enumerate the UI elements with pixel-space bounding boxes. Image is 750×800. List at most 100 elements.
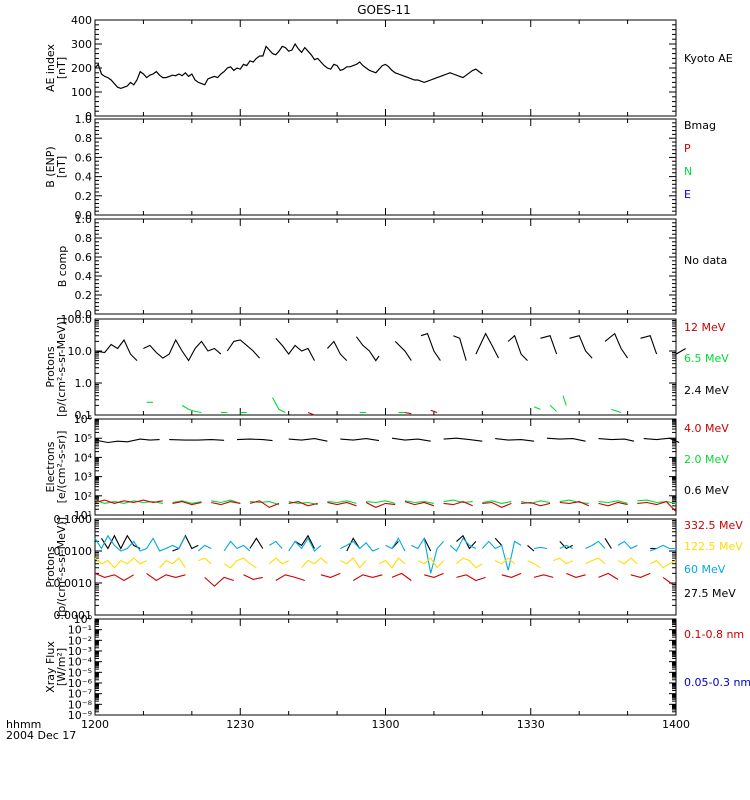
y-axis-label: [e/(cm²-s-sr)] <box>55 431 68 504</box>
series-segment <box>320 572 341 578</box>
series-segment <box>159 557 186 569</box>
series-segment <box>559 499 589 504</box>
x-tick-label: 1400 <box>662 718 690 731</box>
series-segment <box>598 438 635 442</box>
series-segment <box>495 438 535 442</box>
series-segment <box>494 557 515 565</box>
series-segment <box>598 501 628 507</box>
series-segment <box>391 572 412 581</box>
y-tick-label: 0.0 <box>75 308 93 321</box>
bfield-panel: 0.0 0.2 0.4 0.6 0.8 1.0 B (ENP)[nT] Bmag PNE <box>44 113 716 222</box>
y-axis-label: [W/m²] <box>55 648 68 686</box>
panel-frame <box>94 218 677 315</box>
series-segment <box>637 500 677 512</box>
series-6.5-mev <box>146 395 622 414</box>
series-segment <box>494 537 503 546</box>
series-332.5-mev <box>94 572 674 587</box>
legend-entry: 60 MeV <box>684 563 726 576</box>
y-tick-label: 0.6 <box>75 251 93 264</box>
y-tick-label: 10⁻¹ <box>68 624 92 637</box>
y-tick-label: 10⁻⁶ <box>68 677 93 690</box>
legend-entry: 27.5 MeV <box>684 587 736 600</box>
series-segment <box>288 438 328 442</box>
series-segment <box>604 332 629 359</box>
series-segment <box>340 438 380 442</box>
y-tick-label: 10¹ <box>74 509 92 522</box>
series-segment <box>662 576 674 585</box>
panel-frame <box>94 19 677 117</box>
series-segment <box>94 499 163 504</box>
y-tick-label: 0.8 <box>75 132 93 145</box>
y-axis-label: B (ENP) <box>44 146 57 187</box>
series-segment <box>94 534 186 552</box>
y-tick-label: 10⁻² <box>68 634 92 647</box>
y-tick-label: 10⁻⁴ <box>68 656 93 669</box>
series-segment <box>346 537 361 552</box>
y-axis-label: AE index <box>44 43 57 92</box>
series-segment <box>611 408 622 414</box>
series-segment <box>482 500 512 504</box>
series-segment <box>172 500 202 504</box>
series-segment <box>327 500 357 504</box>
series-segment <box>481 540 522 571</box>
series-segment <box>527 544 535 552</box>
series-segment <box>527 560 541 569</box>
series-segment <box>275 574 305 582</box>
series-segment <box>549 404 557 412</box>
series-segment <box>340 540 380 552</box>
series-segment <box>404 500 435 504</box>
series-segment <box>404 411 412 415</box>
series-segment <box>443 437 483 442</box>
series-segment <box>453 335 467 361</box>
series-segment <box>456 574 486 582</box>
y-tick-label: 10⁴ <box>74 451 93 464</box>
legend-entry: P <box>684 142 691 155</box>
y-tick-label: 1.0 <box>75 213 93 226</box>
y-tick-label: 0 <box>85 110 92 123</box>
y-tick-label: 10⁻⁸ <box>68 698 93 711</box>
series-segment <box>94 557 147 569</box>
series-segment <box>649 544 676 552</box>
series-segment <box>172 534 199 552</box>
series-segment <box>268 557 289 565</box>
y-tick-label: 0.0010 <box>54 577 93 590</box>
y-tick-label: 300 <box>71 38 92 51</box>
series-segment <box>223 557 257 569</box>
series-segment <box>146 572 186 582</box>
legend-entry: 0.1-0.8 nm <box>684 628 744 641</box>
series-segment <box>340 557 367 569</box>
series-segment <box>197 544 212 552</box>
x-tick-label: 1200 <box>81 718 109 731</box>
y-tick-label: 10⁵ <box>74 432 92 445</box>
y-axis-label: B comp <box>56 246 69 288</box>
time-label: hhmm <box>6 718 41 731</box>
series-segment <box>507 334 528 361</box>
series-segment <box>546 437 586 442</box>
series-12-mev <box>307 409 438 416</box>
y-tick-label: 0.1 <box>75 409 93 422</box>
legend-entry: 2.4 MeV <box>684 384 729 397</box>
series-segment <box>169 439 225 441</box>
series-segment <box>378 557 406 569</box>
series-segment <box>566 572 586 578</box>
series-segment <box>569 335 593 359</box>
series-segment <box>404 501 435 507</box>
series-segment <box>94 572 134 582</box>
series-segment <box>181 404 202 414</box>
y-axis-label: Protons <box>44 546 57 587</box>
series-segment <box>643 437 680 444</box>
electrons-panel: 10¹ 10² 10³ 10⁴ 10⁵ 10⁶ Electrons[e/(cm²-s-sr)… <box>44 413 729 522</box>
y-tick-label: 400 <box>71 14 92 27</box>
series-segment <box>449 537 477 552</box>
series-segment <box>585 557 606 565</box>
y-tick-label: 0.6 <box>75 151 93 164</box>
series-segment <box>243 574 263 580</box>
y-axis-label: [p/(cm²-s-sr-MeV)] <box>55 317 68 417</box>
series-segment <box>637 499 677 504</box>
legend-entry: 4.0 MeV <box>684 422 729 435</box>
series-122.5-mev <box>94 557 677 569</box>
series-segment <box>443 499 473 504</box>
series-segment <box>211 499 241 504</box>
series-segment <box>420 332 441 361</box>
series-segment <box>559 501 590 507</box>
